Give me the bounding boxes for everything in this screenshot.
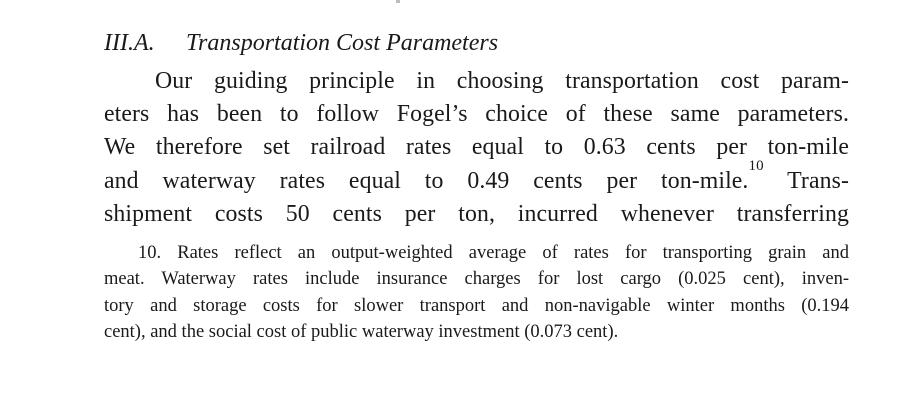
section-title: Transportation Cost Parameters <box>186 30 499 56</box>
page-top-mark <box>396 0 400 3</box>
footnote-10: 10. Rates reflect an output-weighted ave… <box>104 240 849 346</box>
footnote-line-2: meat. Waterway rates include insurance c… <box>104 269 849 290</box>
body-paragraph: Our guiding principle in choosing transp… <box>104 65 849 231</box>
section-number: III.A. <box>104 30 155 56</box>
body-line-4-text: and waterway rates equal to 0.49 cents p… <box>104 167 749 194</box>
footnote-line-1: 10. Rates reflect an output-weighted ave… <box>138 243 849 263</box>
body-line-4-tail: Trans- <box>763 167 849 194</box>
body-line-5: shipment costs 50 cents per ton, incurre… <box>104 200 849 227</box>
footnote-line-3: tory and storage costs for slower transp… <box>104 295 849 316</box>
body-line-3: We therefore set railroad rates equal to… <box>104 134 849 161</box>
section-heading: III.A. Transportation Cost Parameters <box>104 28 498 58</box>
body-line-4: and waterway rates equal to 0.49 cents p… <box>104 158 849 198</box>
body-line-1: Our guiding principle in choosing transp… <box>155 68 849 94</box>
footnote-reference-marker[interactable]: 10 <box>748 157 764 174</box>
body-line-2: eters has been to follow Fogel’s choice … <box>104 101 849 128</box>
footnote-line-4: cent), and the social cost of public wat… <box>104 322 619 343</box>
